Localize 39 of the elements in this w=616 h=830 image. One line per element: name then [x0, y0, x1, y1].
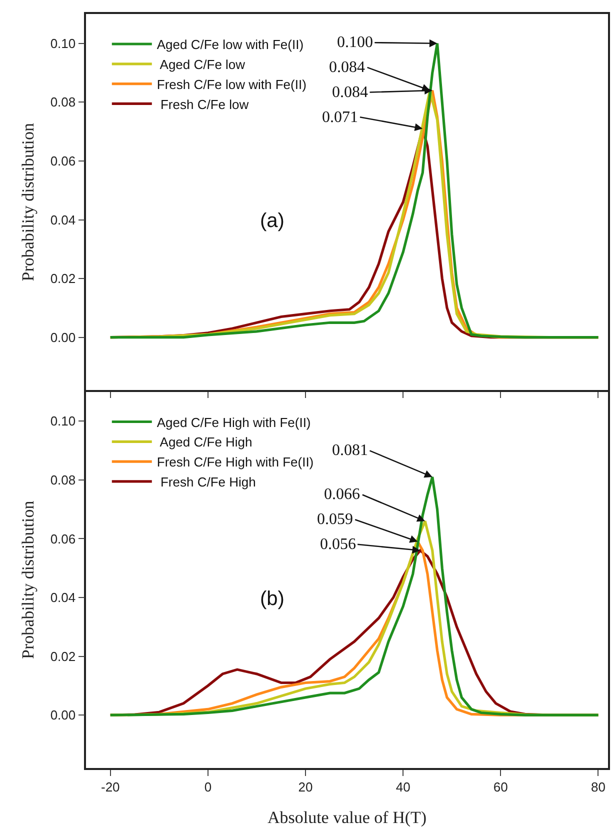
legend-label: Aged C/Fe High: [156, 434, 252, 450]
y-tick-label: 0.10: [50, 36, 76, 51]
y-tick-label: 0.00: [50, 330, 76, 345]
annotation: 0.100: [337, 34, 373, 51]
annotation: 0.059: [317, 511, 353, 528]
y-axis-title: Probability distribution: [18, 500, 38, 659]
x-axis-title: Absolute value of H(T): [267, 808, 427, 828]
y-tick-label: 0.00: [50, 708, 76, 723]
legend-label: Aged C/Fe low: [156, 56, 246, 72]
y-tick-label: 0.08: [50, 472, 76, 488]
y-tick-label: 0.06: [50, 531, 76, 546]
annotation: 0.071: [322, 109, 358, 126]
y-axis-title: Probability distribution: [18, 122, 38, 282]
x-tick-label: 0: [204, 779, 212, 794]
x-tick-label: 60: [493, 779, 508, 794]
x-tick-label: -20: [100, 779, 120, 794]
legend-label: Fresh C/Fe low: [156, 96, 250, 112]
y-tick-label: 0.04: [50, 590, 76, 606]
annotation: 0.066: [324, 486, 360, 503]
y-tick-label: 0.10: [50, 414, 76, 429]
y-tick-label: 0.02: [50, 271, 76, 286]
annotation: 0.084: [332, 84, 368, 101]
legend-label: Fresh C/Fe low with Fe(II): [156, 76, 306, 92]
annotation: (a): [260, 210, 284, 232]
x-tick-label: 20: [298, 779, 313, 794]
y-tick-label: 0.06: [50, 154, 76, 169]
y-tick-label: 0.02: [50, 648, 76, 664]
annotation: 0.056: [320, 536, 356, 553]
y-tick-label: 0.08: [50, 94, 76, 110]
annotation: (b): [260, 588, 284, 610]
legend-label: Aged C/Fe low with Fe(II): [156, 37, 304, 52]
annotation: 0.084: [329, 59, 365, 76]
legend-label: Fresh C/Fe High: [156, 474, 256, 490]
annotation: 0.081: [332, 442, 368, 459]
legend-label: Fresh C/Fe High with Fe(II): [156, 454, 314, 470]
legend-label: Aged C/Fe High with Fe(II): [156, 414, 311, 430]
x-tick-label: 80: [591, 779, 606, 794]
y-tick-label: 0.04: [50, 212, 76, 228]
x-tick-label: 40: [396, 779, 410, 794]
